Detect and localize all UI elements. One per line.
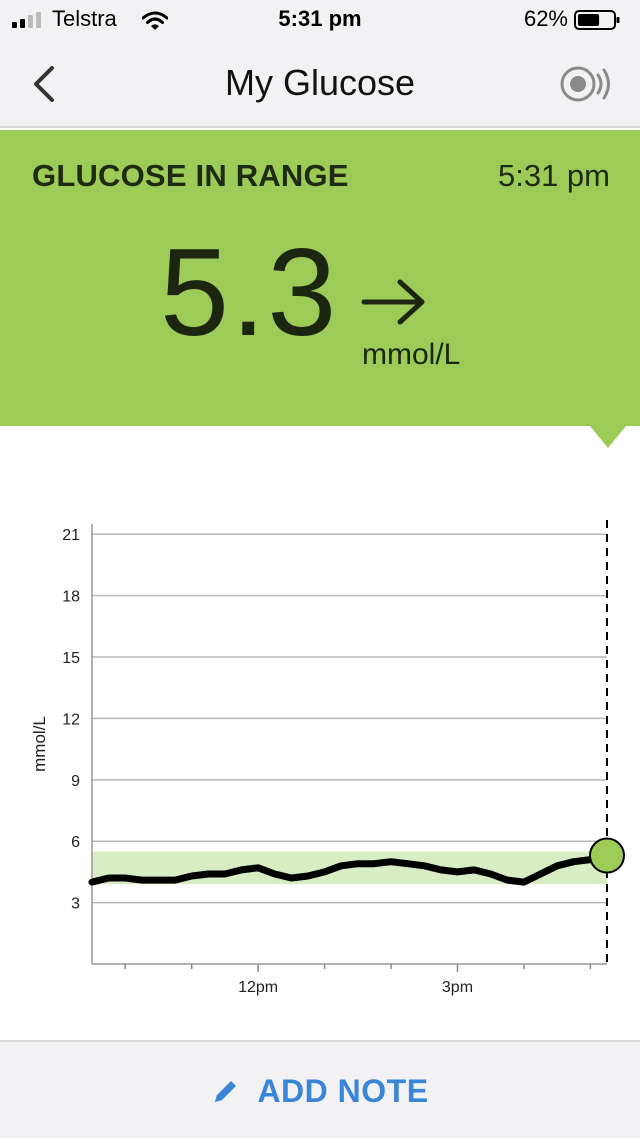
- reading-time: 5:31 pm: [497, 158, 610, 193]
- carrier-name: Telstra: [52, 6, 117, 31]
- y-axis-label: mmol/L: [30, 716, 49, 772]
- nav-divider: [0, 126, 640, 128]
- glucose-status: GLUCOSE IN RANGE: [32, 158, 349, 193]
- battery-percent: 62%: [523, 6, 568, 31]
- x-tick-label: 3pm: [442, 979, 473, 996]
- glucose-unit: mmol/L: [362, 338, 461, 371]
- sensor-scan-icon: [560, 66, 610, 102]
- current-reading-point: [589, 837, 625, 874]
- glucose-value: 5.3: [160, 224, 339, 362]
- cellular-signal-icon: [12, 12, 41, 28]
- back-button[interactable]: [24, 62, 64, 106]
- sensor-scan-button[interactable]: [558, 62, 614, 106]
- y-tick-label: 3: [71, 896, 80, 913]
- y-tick-label: 9: [71, 773, 80, 790]
- wifi-icon: [142, 11, 168, 30]
- battery-icon: [574, 10, 620, 30]
- y-tick-label: 6: [71, 834, 80, 851]
- status-bar: Telstra 5:31 pm 62%: [0, 0, 640, 40]
- y-tick-label: 12: [62, 711, 80, 728]
- trend-arrow-right-icon: [361, 279, 425, 325]
- y-axis-tick-labels: 3 6 9 12 15 18 21: [62, 527, 80, 912]
- y-tick-label: 15: [62, 650, 80, 667]
- navigation-bar: My Glucose: [0, 40, 640, 128]
- pencil-icon: [215, 1081, 237, 1102]
- chevron-left-icon: [34, 66, 54, 102]
- add-note-label: ADD NOTE: [257, 1072, 429, 1109]
- add-note-button[interactable]: ADD NOTE: [0, 1066, 640, 1116]
- glucose-chart: 3 6 9 12 15 18 21 12pm 3pm mmol/L: [30, 520, 625, 996]
- glucose-reading-banner: GLUCOSE IN RANGE 5:31 pm 5.3 mmol/L: [0, 130, 640, 426]
- page-title: My Glucose: [224, 62, 416, 103]
- glucose-trace-line: [88, 852, 611, 886]
- grid-lines: [92, 533, 607, 904]
- banner-pointer: [590, 426, 626, 448]
- footer-bar: ADD NOTE: [0, 1040, 640, 1138]
- status-time: 5:31 pm: [278, 6, 362, 31]
- x-axis-ticks: 12pm 3pm: [124, 964, 592, 996]
- y-tick-label: 18: [62, 589, 80, 606]
- x-tick-label: 12pm: [238, 979, 278, 996]
- y-tick-label: 21: [62, 527, 80, 544]
